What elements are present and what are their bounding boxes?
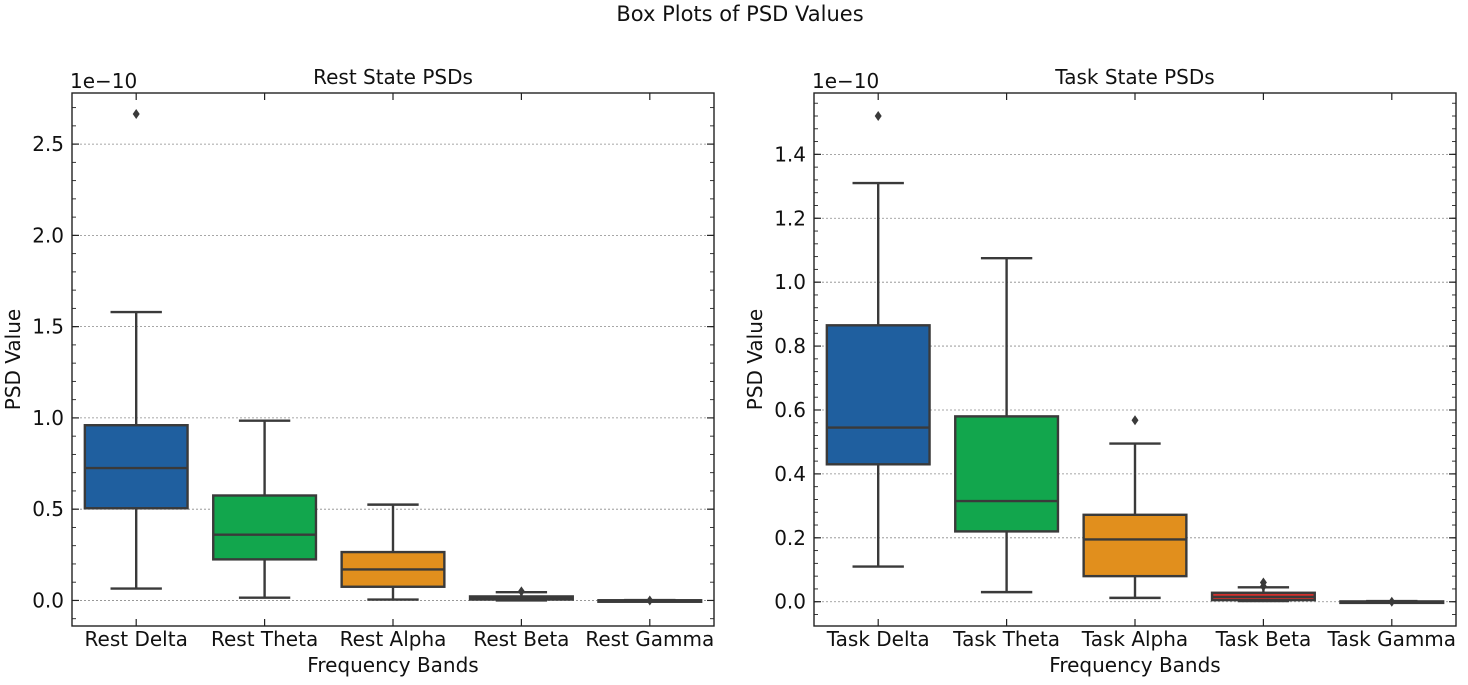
x-tick-label: Rest Delta bbox=[85, 627, 188, 651]
box-task-theta bbox=[954, 257, 1060, 594]
outlier-point bbox=[132, 108, 140, 119]
box-body bbox=[1082, 513, 1188, 578]
x-tick-label: Task Beta bbox=[1215, 627, 1312, 651]
y-tick-label: 0.5 bbox=[32, 497, 64, 521]
y-tick-label: 1.5 bbox=[32, 315, 64, 339]
box-task-alpha bbox=[1082, 415, 1188, 600]
box-rest-alpha bbox=[340, 503, 446, 601]
box-rest-beta bbox=[468, 586, 574, 602]
y-tick-label: 0.0 bbox=[774, 590, 806, 614]
chart-panel-2: 0.0 0.2 0.4 0.6 0.8 1.0 1.2 1.4 Task Delta Task T… bbox=[743, 65, 1457, 677]
box-body bbox=[212, 494, 318, 561]
outlier-point bbox=[1259, 581, 1267, 592]
box-task-beta bbox=[1210, 577, 1316, 603]
y-tick-label: 2.0 bbox=[32, 223, 64, 247]
figure-title: Box Plots of PSD Values bbox=[616, 2, 863, 26]
x-tick-label: Task Theta bbox=[952, 627, 1060, 651]
y-tick-label: 0.6 bbox=[774, 398, 806, 422]
axes-frame bbox=[71, 92, 715, 627]
y-axis-label: PSD Value bbox=[1, 309, 25, 410]
y-tick-label: 1.0 bbox=[32, 406, 64, 430]
x-tick-label: Rest Beta bbox=[473, 627, 569, 651]
outlier-point bbox=[874, 111, 882, 122]
y-tick-label: 0.2 bbox=[774, 526, 806, 550]
y-tick-label: 1.0 bbox=[774, 270, 806, 294]
y-offset-multiplier: 1e−10 bbox=[70, 69, 137, 93]
y-tick-label: 0.0 bbox=[32, 588, 64, 612]
outlier-point bbox=[517, 586, 525, 597]
chart-panel-1: 0.0 0.5 1.0 1.5 2.0 2.5 Rest Delta Rest Theta Re… bbox=[1, 65, 715, 677]
x-axis-label: Frequency Bands bbox=[307, 653, 478, 677]
box-body bbox=[83, 424, 189, 510]
x-tick-label: Rest Theta bbox=[211, 627, 318, 651]
x-tick-label: Task Delta bbox=[826, 627, 930, 651]
box-rest-theta bbox=[212, 419, 318, 599]
x-tick-label: Task Alpha bbox=[1081, 627, 1188, 651]
chart-title: Rest State PSDs bbox=[313, 65, 473, 89]
y-axis-label: PSD Value bbox=[743, 309, 767, 410]
x-tick-label: Task Gamma bbox=[1327, 627, 1457, 651]
y-tick-label: 1.2 bbox=[774, 206, 806, 230]
chart-title: Task State PSDs bbox=[1054, 65, 1214, 89]
outlier-point bbox=[646, 595, 654, 606]
y-offset-multiplier: 1e−10 bbox=[812, 69, 879, 93]
y-tick-label: 2.5 bbox=[32, 132, 64, 156]
y-tick-label: 1.4 bbox=[774, 142, 806, 166]
y-tick-label: 0.4 bbox=[774, 462, 806, 486]
box-body bbox=[954, 415, 1060, 533]
axes-frame bbox=[813, 92, 1457, 627]
outlier-point bbox=[1131, 415, 1139, 426]
box-task-delta bbox=[825, 111, 931, 568]
box-rest-delta bbox=[83, 108, 189, 590]
outlier-point bbox=[1388, 596, 1396, 607]
box-body bbox=[825, 324, 931, 466]
x-axis-label: Frequency Bands bbox=[1049, 653, 1220, 677]
box-task-gamma bbox=[1339, 596, 1445, 607]
x-tick-label: Rest Gamma bbox=[585, 627, 714, 651]
y-tick-label: 0.8 bbox=[774, 334, 806, 358]
x-tick-label: Rest Alpha bbox=[340, 627, 447, 651]
box-rest-gamma bbox=[597, 595, 703, 606]
